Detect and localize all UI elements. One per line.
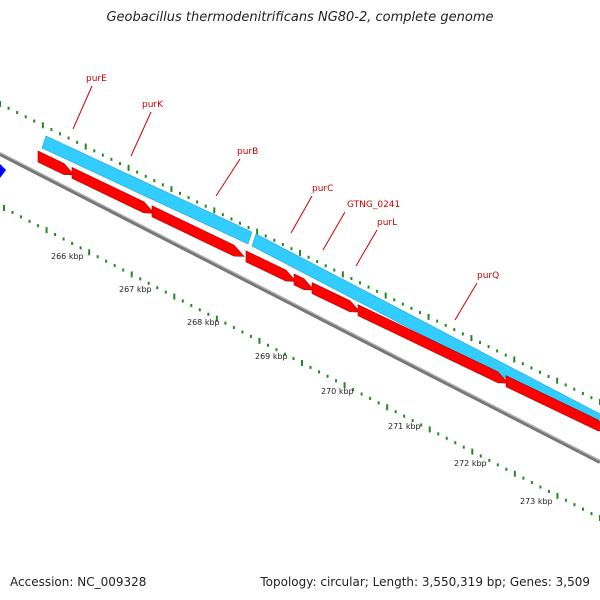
gene-label-GTNG_0241: GTNG_0241 [347,200,400,210]
leader-line-GTNG_0241 [322,211,346,251]
ruler-labels: 266 kbp 267 kbp 268 kbp 269 kbp 270 kbp 271 k… [51,252,553,506]
ruler-label: 270 kbp [321,387,354,396]
ruler-label: 267 kbp [119,285,152,294]
gene-arrow-purB [151,205,245,257]
forward-strand-segment-1 [41,135,253,245]
gene-arrow-GTNG_0241 [293,273,315,291]
gene-label-purC: purC [312,184,333,194]
gene-arrow-next [505,375,600,432]
ruler-label: 272 kbp [454,459,487,468]
upper-tick-row [0,101,600,405]
gene-label-purL: purL [377,218,397,228]
topology-label: Topology: circular; Length: 3,550,319 bp… [260,575,590,589]
ruler-label: 269 kbp [255,352,288,361]
accession-label: Accession: NC_009328 [10,575,147,589]
leader-line-purL [355,229,378,267]
gene-label-purQ: purQ [477,271,499,281]
ruler-label: 268 kbp [187,318,220,327]
ruler-label: 266 kbp [51,252,84,261]
gene-arrow-purL [311,282,361,313]
gene-labels: purE purK purB purC GTNG_0241 purL purQ [72,74,499,321]
leader-line-purB [215,158,241,197]
gene-arrow-purK [71,166,155,214]
ruler-label: 271 kbp [388,422,421,431]
gene-arrow-purQ [357,304,509,384]
leader-line-purK [130,111,152,157]
leader-line-purE [72,85,93,130]
edge-feature [0,164,6,178]
gene-label-purE: purE [86,74,107,84]
leader-line-purC [290,195,313,234]
gene-label-purB: purB [237,147,258,157]
gene-arrow-purE [37,150,75,176]
leader-line-purQ [454,282,478,321]
gene-label-purK: purK [142,100,164,110]
reverse-strand-genes [37,150,600,432]
ruler-label: 273 kbp [520,497,553,506]
gene-arrow-purC [245,250,297,282]
genome-backbone [0,152,600,464]
genome-backbone-highlight [0,152,600,461]
map-title: Geobacillus thermodenitrificans NG80-2, … [106,10,494,25]
lower-tick-row [3,205,600,521]
